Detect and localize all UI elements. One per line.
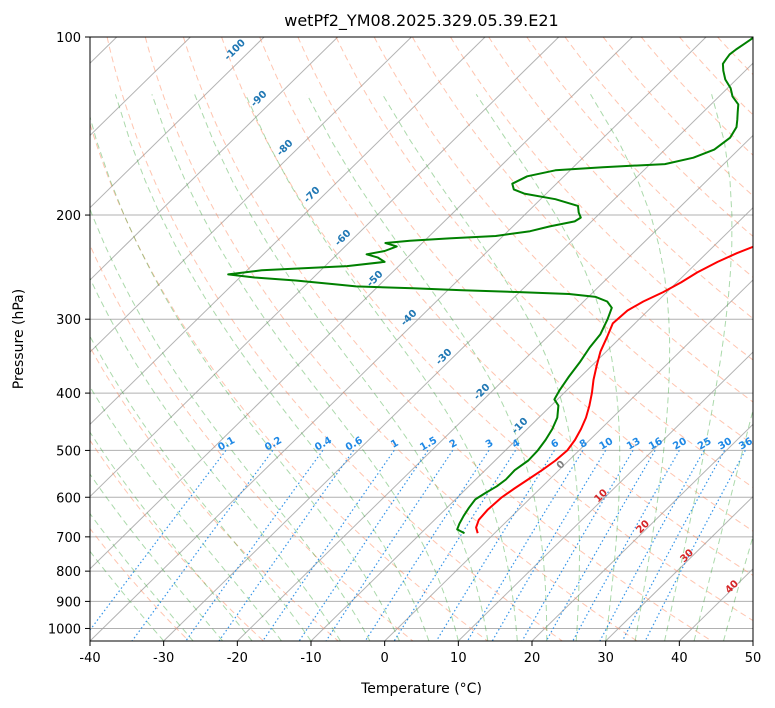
mixing-ratio-line [262,450,395,641]
isotherm-line [90,37,412,353]
y-tick-label: 200 [56,209,81,224]
y-tick-label: 1000 [48,622,81,637]
moist-adiabat [90,385,282,641]
dry-adiabat [297,37,753,532]
dry-adiabat [106,37,563,641]
axes: -40 -30 -20 -10 0 10 20 30 40 50 100 200 300 400 500 60… [48,31,761,666]
dry-adiabat [602,37,753,197]
moist-adiabat [114,94,430,641]
y-tick-label: 700 [56,531,81,546]
mixing-ratio-line [185,450,324,641]
mixing-ratio-line [572,450,680,641]
dry-adiabat [90,243,414,641]
mixing-ratio-line [435,450,555,641]
y-tick-label: 900 [56,595,81,610]
moist-adiabat [90,335,312,641]
mixing-ratio-line [466,450,584,641]
y-tick-label: 800 [56,565,81,580]
isotherm-line [90,37,265,209]
profile-lines [227,37,753,535]
dry-adiabat [182,37,712,641]
dry-adiabat [144,37,638,641]
dry-adiabat [488,37,753,320]
dry-adiabat [221,37,753,622]
x-tick-label: 40 [671,651,688,666]
mixing-ratio-line [599,450,705,641]
mixing-ratio-label: 1 [389,438,401,451]
x-tick-label: -30 [153,651,174,666]
moist-adiabat [90,473,223,641]
isotherm-line [90,37,707,641]
x-tick-label: -20 [227,651,248,666]
dry-adiabat [90,527,190,641]
moist-adiabat [306,94,548,641]
mixing-ratio-line [90,450,227,632]
mixing-ratio-label: 4 [511,438,523,451]
moist-adiabat [90,115,400,641]
x-tick-label: 50 [745,651,762,666]
isotherm-line [236,134,753,641]
dry-adiabat [373,37,753,446]
x-tick-label: 30 [597,651,614,666]
isotherm-line [163,62,753,641]
moist-adiabat [590,94,671,641]
mixing-ratio-label: 2 [448,438,460,451]
chart-title: wetPf2_YM08.2025.329.05.39.E21 [284,11,558,31]
dry-adiabat [564,37,753,237]
background-lines [90,37,753,641]
mixing-ratio-line [545,450,656,641]
dewpoint-line [227,37,753,535]
y-tick-label: 600 [56,491,81,506]
x-tick-label: -40 [79,651,100,666]
mixing-ratio-line [621,450,726,641]
plot-frame [89,36,754,642]
mixing-ratio-line [644,450,746,641]
temperature-line [475,245,753,534]
moist-adiabat [664,94,733,641]
moist-adiabat [194,94,489,641]
moist-adiabat [693,408,753,641]
mixing-ratio-line [325,450,454,641]
moist-adiabat [90,207,371,641]
mixing-ratio-label: 3 [484,438,496,451]
moist-adiabat [90,431,253,641]
mixing-ratio-label: 8 [578,438,590,451]
y-tick-label: 400 [56,387,81,402]
x-tick-label: 10 [450,651,467,666]
dry-adiabat [411,37,753,403]
isotherm-line [531,423,753,641]
isotherm-line [310,206,753,641]
x-tick-label: 20 [524,651,541,666]
y-tick-label: 500 [56,444,81,459]
dry-adiabat [259,37,753,577]
isotherm-line [90,37,560,498]
isotherm-line [90,37,486,426]
isotherm-line [90,37,339,281]
dry-adiabat [450,37,753,361]
moist-adiabat [90,550,165,641]
isotherm-line [457,351,753,641]
isotherm-line [90,37,633,570]
moist-adiabat [381,94,580,641]
x-tick-label: 0 [381,651,389,666]
x-tick-label: -10 [300,651,321,666]
moist-adiabat [90,512,194,641]
mixing-ratio-line [218,450,355,641]
isotherm-line [605,495,753,641]
y-tick-label: 100 [56,31,81,46]
moist-adiabat [723,534,753,641]
isotherm-line [384,279,753,641]
y-axis-title: Pressure (hPa) [11,289,27,389]
mixing-ratio-line [131,450,274,641]
dry-adiabat [335,37,753,489]
y-tick-label: 300 [56,313,81,328]
mixing-ratio-line [298,450,429,641]
mixing-ratio-label: 6 [549,438,561,451]
moist-adiabat [151,94,459,641]
moist-adiabat [475,94,621,641]
x-axis-title: Temperature (°C) [360,681,482,697]
